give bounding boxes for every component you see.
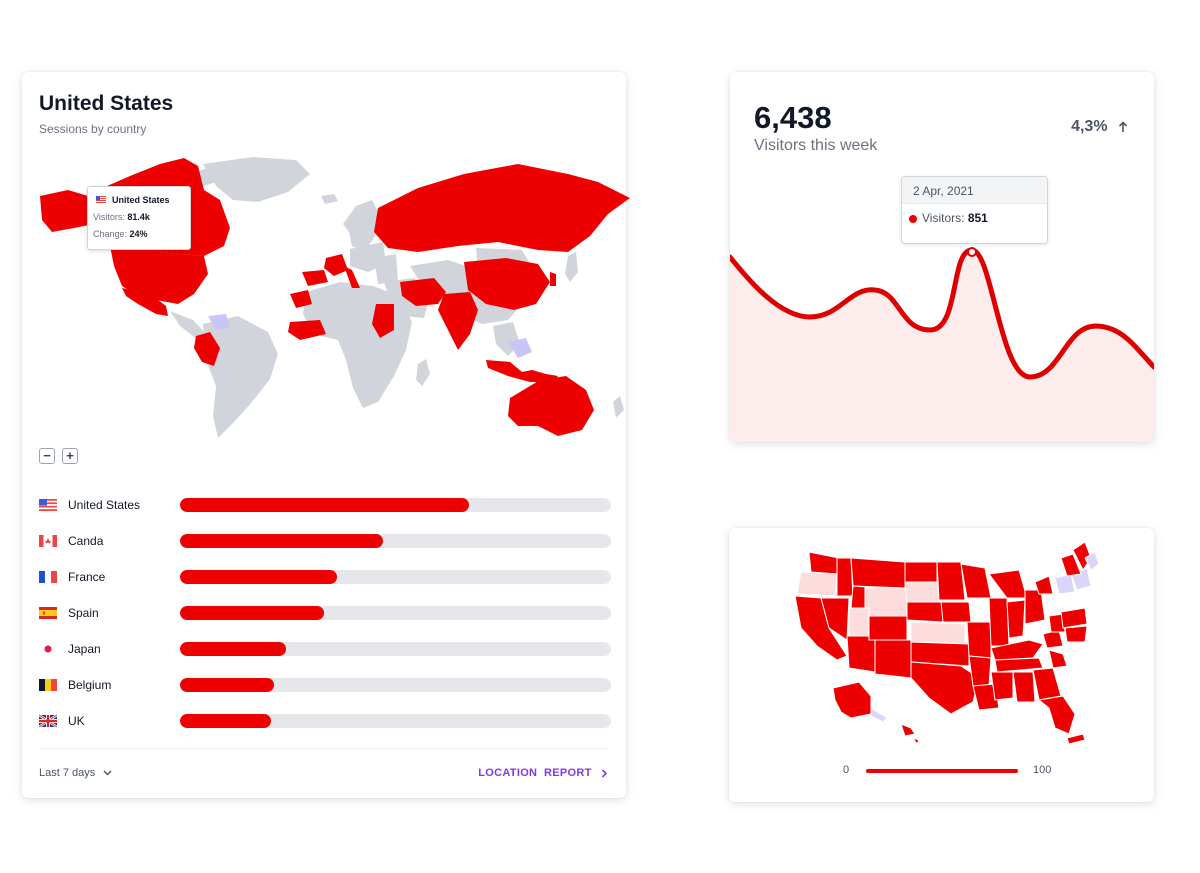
country-row-united-states: United States bbox=[39, 495, 611, 515]
country-row-france: France bbox=[39, 567, 611, 587]
country-row-uk: UK bbox=[39, 711, 611, 731]
chevron-down-icon bbox=[103, 770, 112, 776]
tooltip-label: Visitors: bbox=[922, 211, 965, 225]
country-bar-track bbox=[180, 534, 611, 548]
country-bar-fill bbox=[180, 642, 286, 656]
visitors-label: Visitors this week bbox=[754, 137, 878, 154]
tooltip-value: 851 bbox=[967, 211, 988, 225]
country-bar-track bbox=[180, 678, 611, 692]
world-map[interactable] bbox=[38, 154, 630, 446]
tooltip-visitors-row: Visitors: 81.4k bbox=[93, 212, 150, 222]
chart-highlight-point[interactable] bbox=[967, 247, 977, 257]
date-range-label: Last 7 days bbox=[39, 767, 96, 779]
footer-divider bbox=[39, 748, 609, 749]
tooltip-change-value: 24% bbox=[129, 229, 148, 239]
country-bar-fill bbox=[180, 714, 271, 728]
visitors-total: 6,438 bbox=[754, 100, 832, 135]
series-dot bbox=[909, 215, 917, 223]
country-name: Spain bbox=[68, 606, 99, 620]
us-flag-icon bbox=[96, 196, 106, 203]
zoom-in-button[interactable]: + bbox=[62, 448, 78, 464]
country-row-spain: Spain bbox=[39, 603, 611, 623]
country-bar-track bbox=[180, 714, 611, 728]
location-report-label: LOCATION REPORT bbox=[478, 767, 592, 779]
japan-flag-icon bbox=[39, 643, 57, 655]
country-bar-fill bbox=[180, 498, 469, 512]
tooltip-visitors-label: Visitors: bbox=[93, 212, 125, 222]
tooltip-country: United States bbox=[112, 195, 170, 205]
country-row-canada: Canda bbox=[39, 531, 611, 551]
visitors-change: 4,3% bbox=[1071, 118, 1128, 136]
country-name: Belgium bbox=[68, 678, 112, 692]
tooltip-change-label: Change: bbox=[93, 229, 128, 239]
spain-flag-icon bbox=[39, 607, 57, 619]
uk-flag-icon bbox=[39, 715, 57, 727]
card-title: United States bbox=[39, 92, 174, 115]
arrow-up-icon bbox=[1118, 121, 1128, 132]
chevron-right-icon bbox=[601, 769, 608, 778]
country-bar-fill bbox=[180, 606, 324, 620]
tooltip-body: Visitors: 851 bbox=[922, 211, 988, 225]
france-flag-icon bbox=[39, 571, 57, 583]
belgium-flag-icon bbox=[39, 679, 57, 691]
country-bar-track bbox=[180, 606, 611, 620]
zoom-out-button[interactable]: − bbox=[39, 448, 55, 464]
country-name: France bbox=[68, 570, 106, 584]
tooltip-date: 2 Apr, 2021 bbox=[913, 184, 974, 198]
country-name: UK bbox=[68, 714, 85, 728]
country-row-japan: Japan bbox=[39, 639, 611, 659]
chart-line bbox=[730, 247, 1154, 380]
country-bar-fill bbox=[180, 678, 274, 692]
card-subtitle: Sessions by country bbox=[39, 122, 147, 136]
legend-min: 0 bbox=[843, 764, 850, 776]
country-name: United States bbox=[68, 498, 141, 512]
country-bar-track bbox=[180, 570, 611, 584]
legend-max: 100 bbox=[1033, 764, 1052, 776]
country-bar-fill bbox=[180, 534, 383, 548]
map-tooltip: United States Visitors: 81.4k Change: 24… bbox=[87, 186, 191, 250]
tooltip-header: 2 Apr, 2021 bbox=[902, 177, 1047, 204]
country-bar-fill bbox=[180, 570, 338, 584]
visitors-line-chart[interactable] bbox=[730, 72, 1154, 442]
location-report-link[interactable]: LOCATION REPORT bbox=[478, 767, 608, 779]
change-value: 4,3% bbox=[1071, 118, 1108, 135]
country-name: Japan bbox=[68, 642, 101, 656]
chart-area bbox=[730, 250, 1154, 442]
visitors-this-week-card: 6,438 Visitors this week 4,3% 2 Apr, 202… bbox=[730, 72, 1154, 442]
country-bar-track bbox=[180, 642, 611, 656]
canada-flag-icon bbox=[39, 535, 57, 547]
tooltip-change-row: Change: 24% bbox=[93, 229, 148, 239]
country-row-belgium: Belgium bbox=[39, 675, 611, 695]
us-flag-icon bbox=[39, 499, 57, 511]
tooltip-visitors-value: 81.4k bbox=[127, 212, 150, 222]
sessions-by-country-card: United States Sessions by country bbox=[22, 72, 630, 798]
chart-tooltip: 2 Apr, 2021 Visitors: 851 bbox=[901, 176, 1048, 244]
us-states-map[interactable] bbox=[729, 528, 1154, 802]
us-states-map-card: 0 100 bbox=[729, 528, 1154, 802]
legend-scale-bar bbox=[866, 769, 1018, 773]
country-name: Canda bbox=[68, 534, 104, 548]
country-bar-track bbox=[180, 498, 611, 512]
date-range-select[interactable]: Last 7 days bbox=[39, 767, 112, 779]
